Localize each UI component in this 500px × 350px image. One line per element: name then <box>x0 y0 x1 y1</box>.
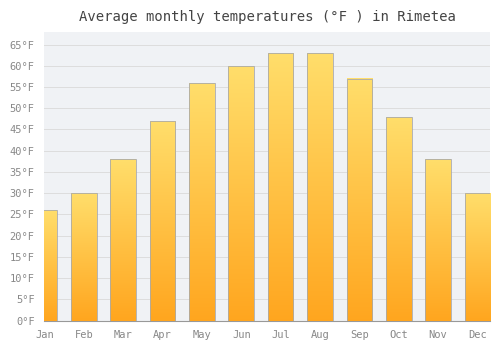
Bar <box>189 83 214 321</box>
Bar <box>268 53 293 321</box>
Bar <box>32 210 57 321</box>
Bar <box>346 78 372 321</box>
Bar <box>228 66 254 321</box>
Title: Average monthly temperatures (°F ) in Rimetea: Average monthly temperatures (°F ) in Ri… <box>79 10 456 24</box>
Bar <box>464 193 490 321</box>
Bar <box>71 193 96 321</box>
Bar <box>150 121 176 321</box>
Bar <box>386 117 411 321</box>
Bar <box>110 159 136 321</box>
Bar <box>307 53 333 321</box>
Bar <box>426 159 451 321</box>
